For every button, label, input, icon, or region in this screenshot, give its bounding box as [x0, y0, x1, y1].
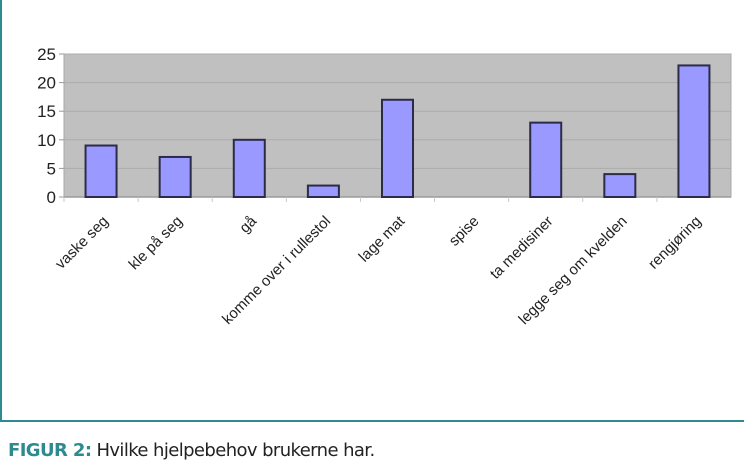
bar	[232, 138, 266, 199]
y-tick-label: 0	[47, 188, 56, 207]
bar	[529, 121, 563, 198]
bar	[677, 64, 711, 198]
bar	[158, 155, 192, 199]
x-category-label: ta medisiner	[487, 213, 557, 283]
x-category-label: vaske seg	[52, 213, 112, 273]
figure-caption: FIGUR 2: Hvilke hjelpebehov brukerne har.	[8, 440, 375, 461]
figure-frame	[0, 0, 744, 422]
bar	[84, 144, 118, 199]
x-category-label: spise	[446, 213, 483, 250]
y-tick-label: 5	[47, 159, 56, 178]
figure-caption-text: Hvilke hjelpebehov brukerne har.	[96, 440, 375, 461]
bar	[603, 173, 637, 198]
x-category-label: gå	[236, 212, 260, 236]
x-category-label: komme over i rullestol	[219, 213, 334, 328]
y-tick-label: 15	[37, 102, 56, 121]
bar	[306, 184, 340, 198]
y-tick-label: 20	[37, 74, 56, 93]
x-category-label: rengjøring	[645, 213, 705, 273]
x-category-label: kle på seg	[126, 213, 186, 273]
y-tick-label: 10	[37, 131, 56, 150]
figure-label: FIGUR 2:	[8, 440, 92, 461]
bar	[381, 98, 414, 198]
x-category-label: lage mat	[356, 212, 409, 265]
y-tick-label: 25	[37, 45, 56, 64]
